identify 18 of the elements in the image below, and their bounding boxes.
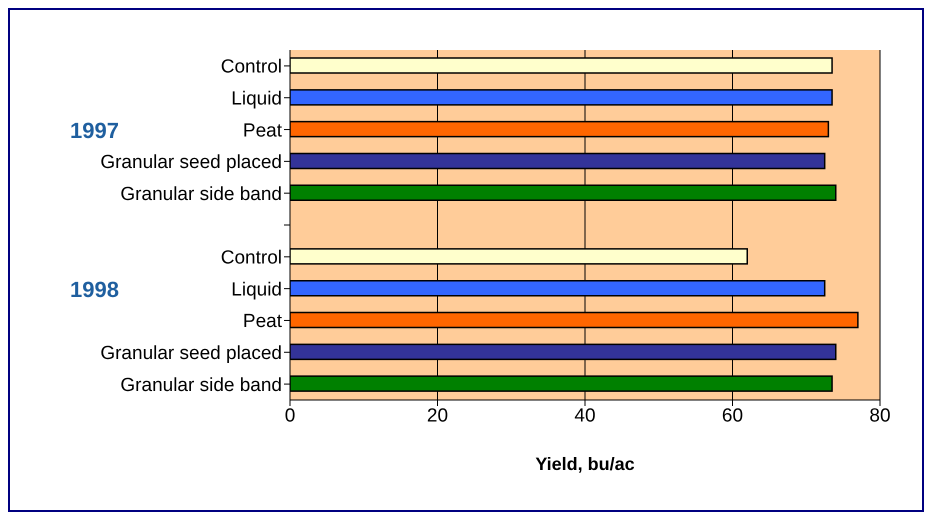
x-tick-label: 20 — [426, 405, 448, 426]
y-tick-label: Control — [220, 248, 282, 269]
x-tick-label: 80 — [869, 405, 891, 426]
text: 1997 — [70, 118, 119, 144]
y-tick-label: Peat — [242, 311, 283, 332]
y-tick-label: Granular seed placed — [100, 343, 282, 364]
y-tick-label: Peat — [242, 120, 283, 142]
y-tick-label: Control — [220, 56, 282, 78]
y-tick-label: Liquid — [231, 88, 282, 110]
x-axis-title: Yield, bu/ac — [535, 454, 635, 474]
y-tick-label: Granular side band — [120, 184, 282, 205]
y-tick-label: Granular seed placed — [100, 152, 282, 174]
y-tick-label: Granular side band — [120, 374, 282, 396]
x-tick-label: 40 — [574, 405, 596, 426]
y-tick-label: Liquid — [231, 279, 282, 300]
text: 1998 — [70, 276, 119, 303]
x-tick-label: 0 — [284, 405, 296, 426]
x-tick-label: 60 — [722, 405, 744, 426]
